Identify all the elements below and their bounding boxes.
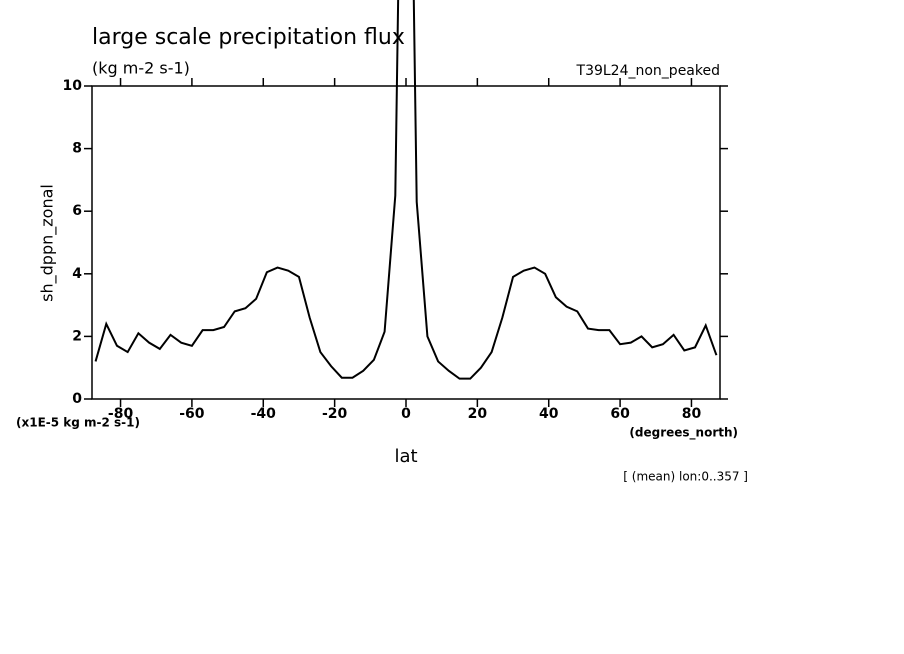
x-tick-label: -60	[179, 406, 205, 422]
plot-frame	[91, 85, 721, 400]
x-units: (degrees_north)	[629, 426, 738, 441]
x-tick-label: -20	[322, 406, 348, 422]
y-tick-label: 4	[72, 266, 82, 282]
y-tick-label: 8	[72, 141, 82, 157]
annotation: [ (mean) lon:0..357 ]	[623, 470, 748, 484]
y-tick-label: 0	[72, 391, 82, 407]
units: (kg m-2 s-1)	[92, 59, 190, 78]
y-tick-label: 6	[72, 203, 82, 219]
chart-title: large scale precipitation flux	[92, 25, 405, 50]
y-tick-label: 10	[63, 78, 83, 94]
data-line	[94, 0, 718, 380]
x-tick-label: -80	[108, 406, 134, 422]
y-axis-label: sh_dppn_zonal	[38, 184, 58, 302]
y-units: (x1E-5 kg m-2 s-1)	[16, 416, 140, 430]
y-tick-label: 2	[72, 328, 82, 344]
x-tick-label: 0	[401, 406, 411, 422]
x-tick-label: 40	[539, 406, 559, 422]
x-tick-label: -40	[251, 406, 277, 422]
experiment: T39L24_non_peaked	[576, 63, 720, 79]
x-axis-label: lat	[394, 446, 417, 467]
x-tick-label: 80	[682, 406, 702, 422]
x-tick-label: 60	[610, 406, 630, 422]
x-tick-label: 20	[468, 406, 488, 422]
